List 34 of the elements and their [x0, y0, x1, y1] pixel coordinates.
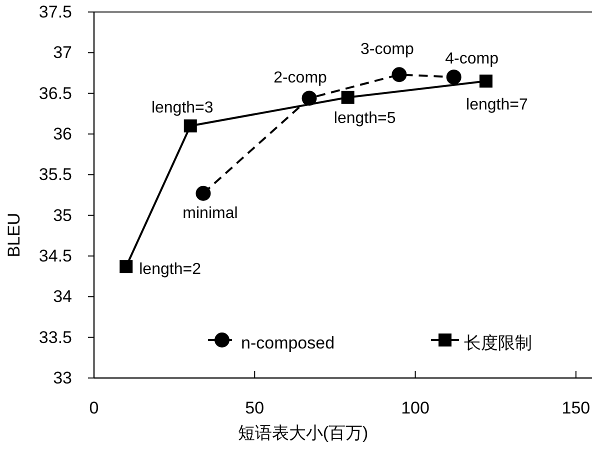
x-tick-label: 50: [245, 398, 264, 418]
annotation: minimal: [182, 204, 238, 222]
point: [479, 74, 492, 88]
y-tick-label: 37: [53, 43, 72, 62]
y-axis-title: BLEU: [4, 212, 24, 258]
annotation: 4-comp: [445, 50, 499, 68]
annotation: 3-comp: [360, 41, 414, 58]
point: [120, 260, 133, 274]
point: [196, 186, 211, 201]
legend-label: n-composed: [241, 334, 335, 352]
x-tick-label: 0: [89, 398, 99, 418]
point: [184, 119, 197, 132]
y-tick-label: 34.5: [38, 246, 72, 266]
point: [392, 67, 407, 82]
annotation: length=2: [139, 261, 202, 278]
point: [302, 90, 317, 106]
point: [446, 70, 462, 85]
y-tick-label: 35: [53, 206, 72, 225]
y-tick-label: 37.5: [38, 2, 72, 22]
point: [341, 90, 354, 104]
y-tick-label: 36.5: [38, 84, 72, 103]
x-tick-label: 100: [401, 398, 430, 418]
legend-label: 长度限制: [464, 334, 532, 352]
y-tick-label: 33: [53, 368, 72, 388]
y-tick-label: 35.5: [38, 165, 72, 184]
y-tick-label: 36: [53, 124, 72, 144]
annotation: 2-comp: [274, 70, 328, 87]
x-axis-title: 短语表大小(百万): [238, 424, 368, 442]
x-tick-label: 150: [562, 398, 590, 418]
y-tick-label: 33.5: [38, 328, 72, 347]
annotation: length=3: [151, 99, 214, 116]
annotation: length=5: [334, 110, 396, 127]
y-tick-label: 34: [53, 287, 72, 306]
annotation: length=7: [466, 96, 528, 114]
